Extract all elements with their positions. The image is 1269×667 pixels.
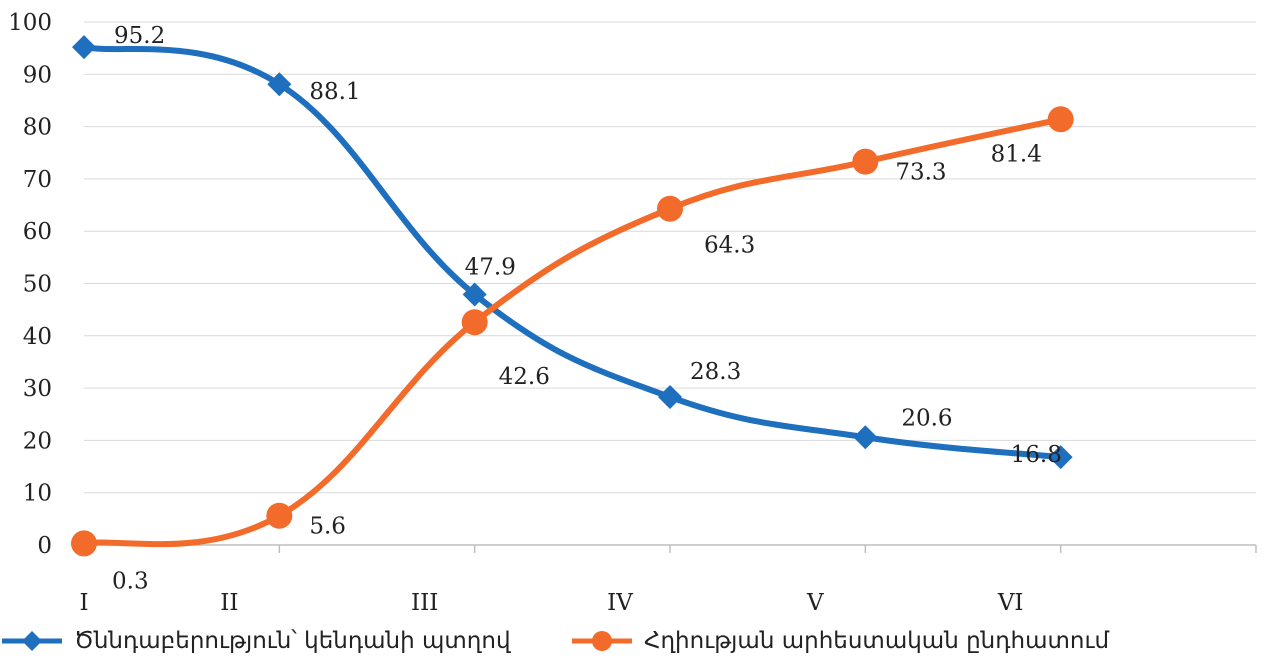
- y-tick-label: 100: [8, 10, 52, 36]
- y-tick-label: 30: [23, 376, 52, 402]
- data-label: 73.3: [895, 160, 946, 186]
- series-line: [81, 44, 1064, 461]
- x-tick-label: I: [79, 590, 88, 616]
- data-label: 88.1: [309, 79, 360, 105]
- legend-label-1: Ծննդաբերություն՝ կենդանի պտղով: [74, 627, 511, 654]
- data-label: 42.6: [499, 364, 550, 390]
- data-label: 47.9: [465, 254, 516, 280]
- data-point-diamond: [462, 282, 487, 307]
- y-tick-label: 60: [23, 219, 52, 245]
- x-axis: I II III IV V VI: [79, 544, 1257, 616]
- legend-item-2: Հղիության արհեստական ընդհատում: [570, 618, 1109, 663]
- y-tick-label: 40: [23, 324, 52, 350]
- data-point-circle: [71, 530, 97, 557]
- legend-item-1: Ծննդաբերություն՝ կենդանի պտղով: [0, 618, 511, 663]
- x-tick-label: III: [411, 590, 438, 616]
- y-tick-label: 70: [23, 167, 52, 193]
- data-label: 20.6: [901, 405, 952, 431]
- data-label: 0.3: [112, 568, 149, 594]
- data-labels: 95.2 88.1 47.9 28.3 20.6 16.8 0.3 5.6 42.6 64.3 73…: [112, 23, 1062, 594]
- y-axis-ticks: 0 10 20 30 40 50 60 70 80 90 100: [8, 10, 52, 559]
- data-label: 16.8: [1011, 442, 1062, 468]
- y-tick-label: 20: [23, 428, 52, 454]
- y-tick-label: 80: [23, 115, 52, 141]
- y-tick-label: 10: [23, 481, 52, 507]
- series-group: [71, 35, 1074, 557]
- data-point-circle: [657, 195, 683, 222]
- data-point-diamond: [658, 384, 682, 409]
- x-tick-label: V: [806, 590, 824, 616]
- grid-lines: [84, 21, 1256, 546]
- y-tick-label: 50: [23, 272, 52, 298]
- data-label: 5.6: [309, 514, 346, 540]
- data-point-circle: [852, 148, 879, 175]
- legend-label-2: Հղիության արհեստական ընդհատում: [644, 627, 1110, 654]
- legend: Ծննդաբերություն՝ կենդանի պտղով Հղիության…: [0, 618, 1269, 663]
- data-point-diamond: [1048, 445, 1073, 470]
- legend-circle-icon: [572, 630, 632, 651]
- data-point-circle: [461, 309, 488, 336]
- x-tick-label: IV: [607, 590, 633, 616]
- data-point-diamond: [853, 425, 878, 450]
- data-label: 95.2: [114, 23, 165, 49]
- data-label: 28.3: [690, 359, 741, 385]
- legend-diamond-icon: [2, 630, 62, 651]
- data-point-circle: [266, 502, 293, 529]
- series-line: [81, 116, 1064, 548]
- x-tick-label: VI: [997, 590, 1024, 616]
- y-tick-label: 90: [23, 62, 52, 88]
- y-tick-label: 0: [37, 533, 52, 559]
- data-label: 81.4: [991, 141, 1042, 167]
- x-tick-label: II: [220, 590, 238, 616]
- data-point-diamond: [267, 72, 292, 97]
- data-point-diamond: [72, 35, 96, 60]
- data-label: 64.3: [704, 233, 755, 259]
- data-point-circle: [1047, 106, 1074, 133]
